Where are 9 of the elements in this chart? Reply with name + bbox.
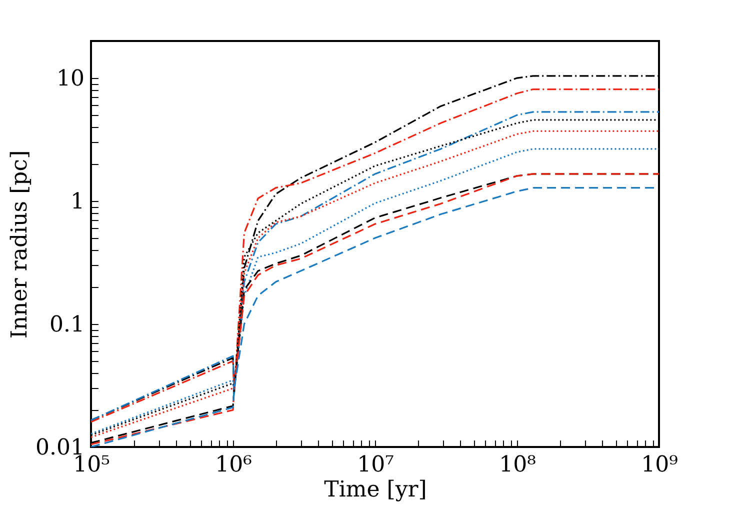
- y-axis-title: Inner radius [pc]: [8, 150, 33, 339]
- x-tick-label: 10⁹: [641, 452, 678, 478]
- x-tick-label: 10⁶: [215, 452, 252, 478]
- x-tick-label: 10⁸: [499, 452, 536, 478]
- x-axis-title: Time [yr]: [324, 478, 427, 502]
- x-tick-label: 10⁷: [357, 452, 394, 478]
- y-tick-label: 0.1: [50, 312, 84, 338]
- y-tick-label: 1: [70, 190, 84, 215]
- y-tick-label: 10: [56, 66, 84, 92]
